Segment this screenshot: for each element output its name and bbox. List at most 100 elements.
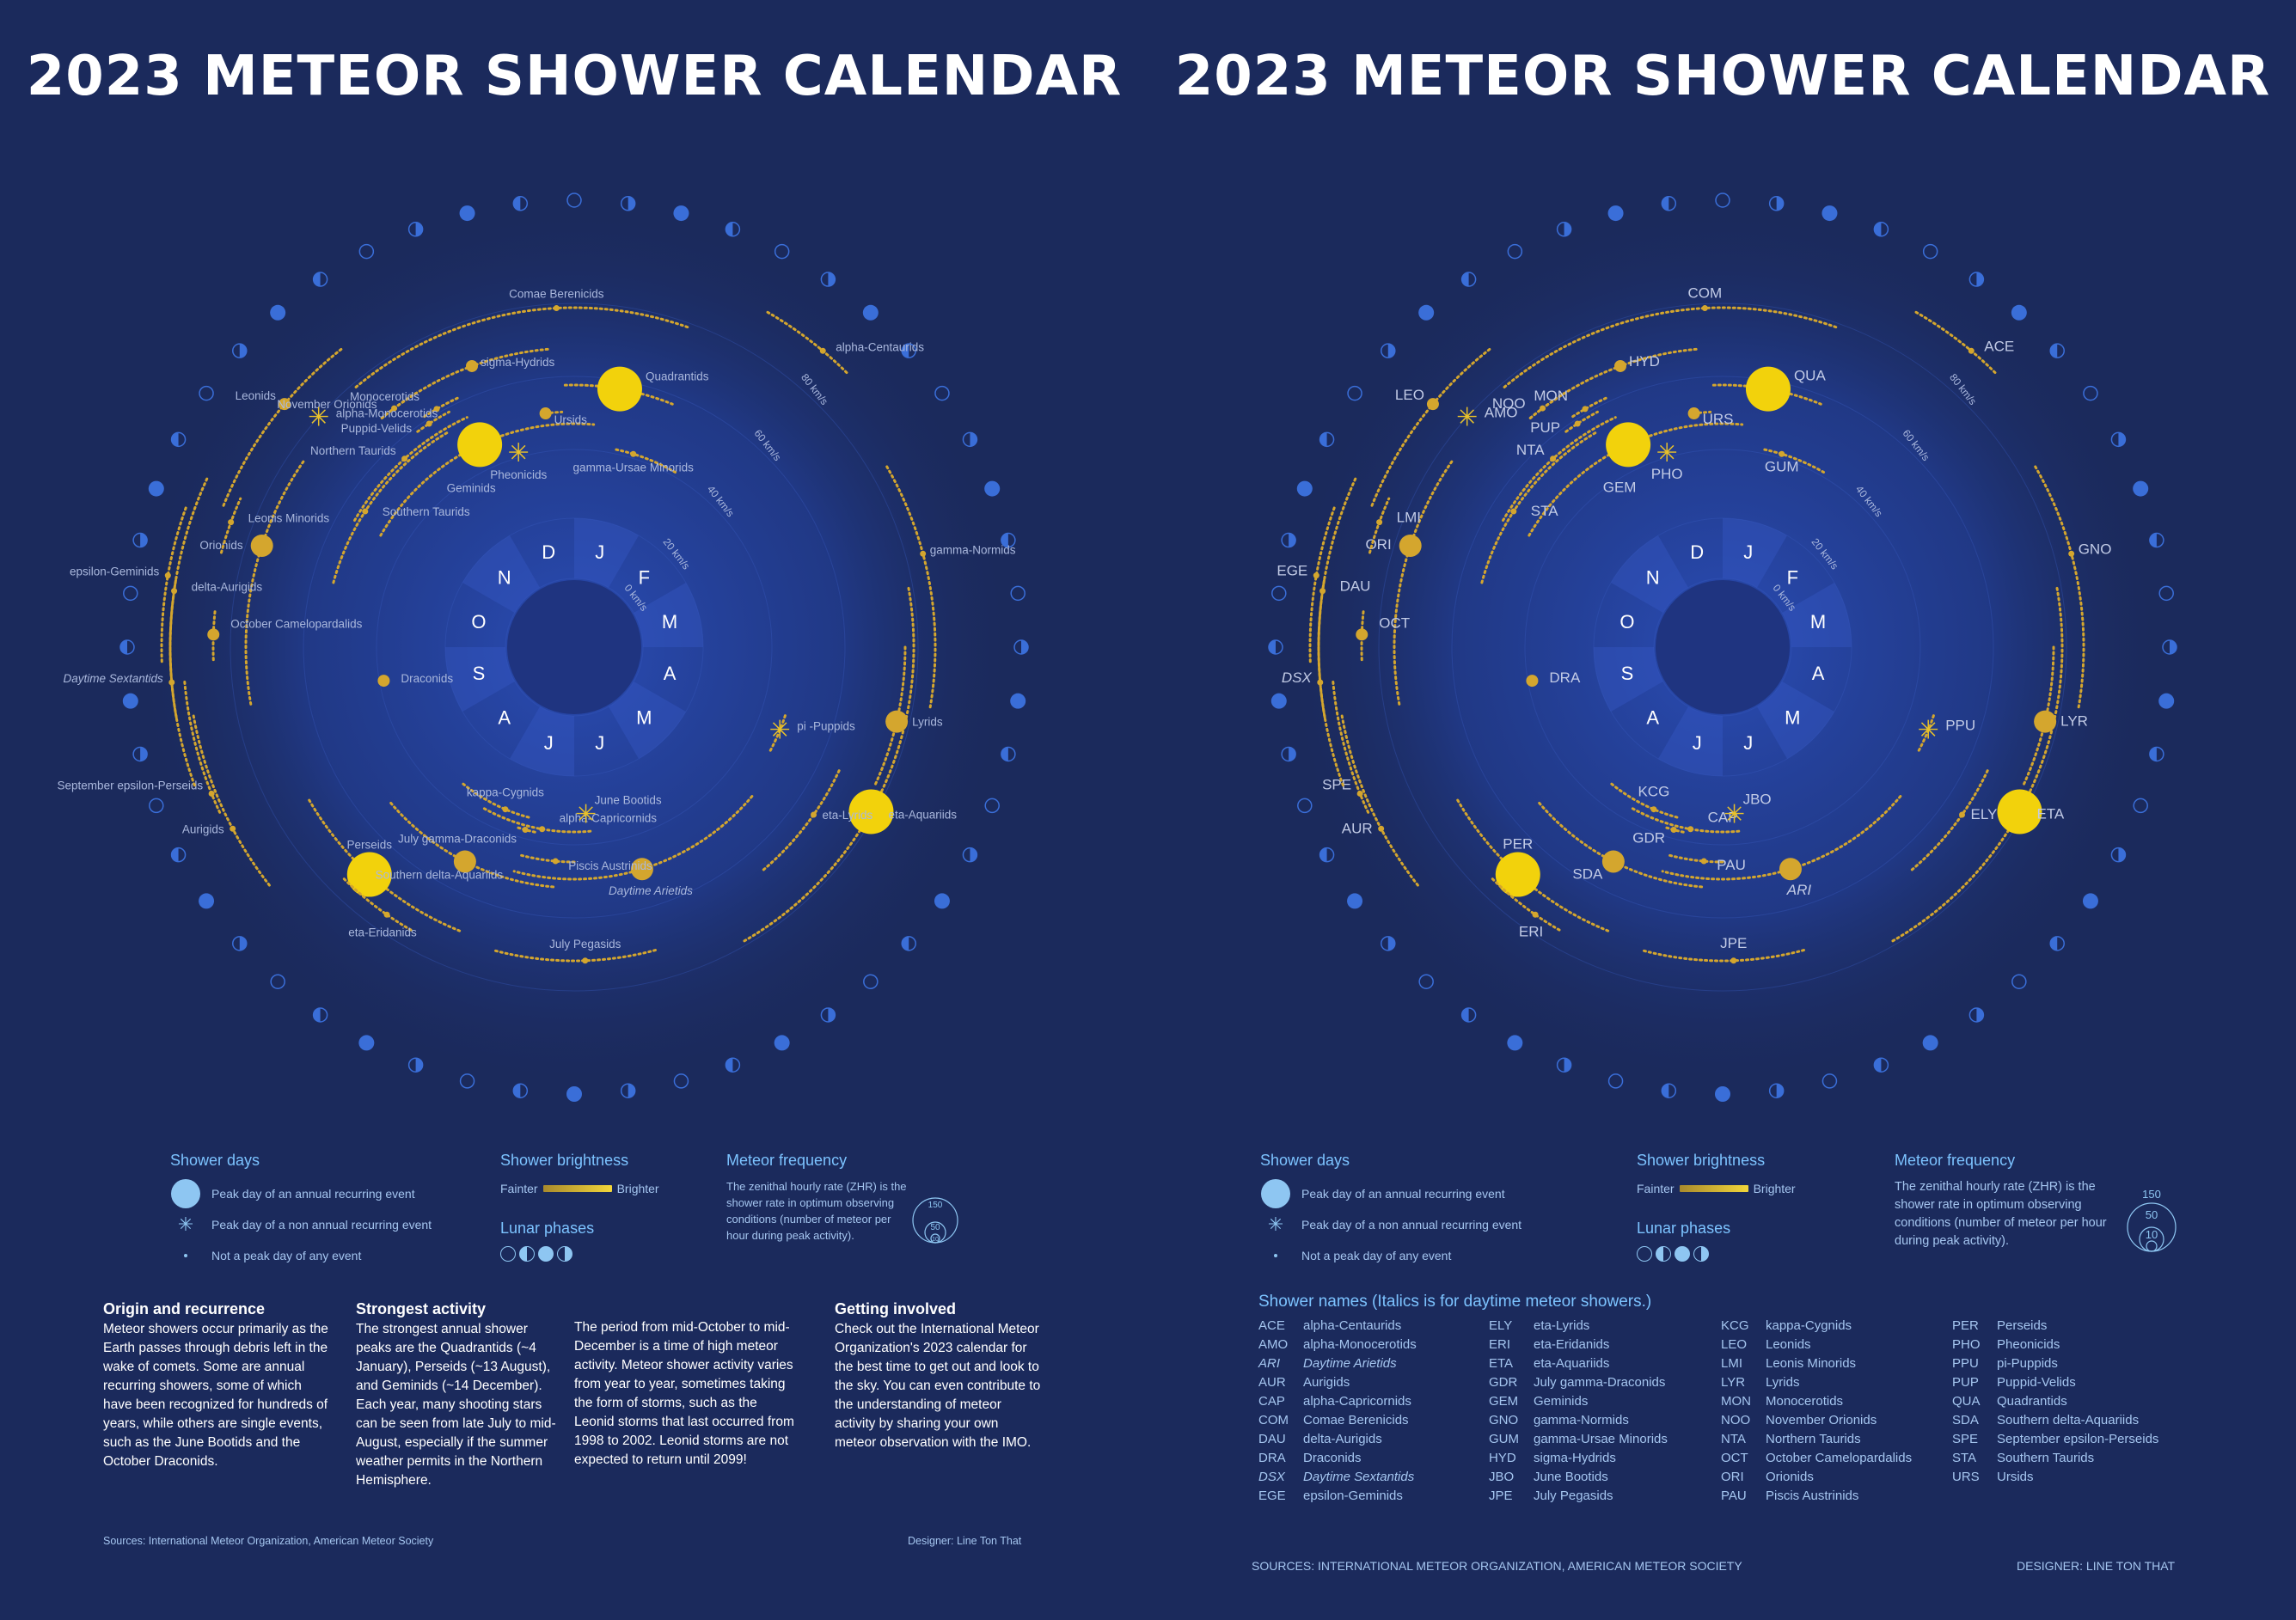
- activity-arc: [423, 396, 460, 419]
- shower-label: COM: [1687, 285, 1722, 302]
- shower-label: September epsilon-Perseids: [58, 779, 204, 792]
- peak-marker: [1495, 852, 1540, 897]
- shower-pho: ✳PHO: [1651, 439, 1683, 482]
- first-quarter-moon-icon: [820, 272, 836, 287]
- peak-marker: [848, 789, 894, 834]
- code-row: JBO June Bootids: [1489, 1468, 1668, 1487]
- activity-arc: [563, 383, 674, 406]
- sources-footer: Sources: International Meteor Organizati…: [103, 1535, 434, 1547]
- code-row: NTA Northern Taurids: [1721, 1430, 1912, 1449]
- code-row: GEM Geminids: [1489, 1392, 1668, 1411]
- shower-pup: Puppid-Velids: [341, 410, 450, 435]
- new-moon-icon: [2158, 585, 2174, 602]
- code-row: PHO Pheonicids: [1952, 1336, 2158, 1354]
- shower-label: Ursids: [554, 413, 588, 426]
- peak-marker: [539, 826, 546, 833]
- month-wedge: [609, 682, 686, 759]
- legend-frequency: Meteor frequency The zenithal hourly rat…: [1895, 1152, 2118, 1250]
- shower-label: June Bootids: [595, 794, 662, 807]
- last-quarter-moon-icon: [1460, 272, 1477, 287]
- code-row: JPE July Pegasids: [1489, 1487, 1668, 1506]
- month-label: O: [471, 611, 486, 633]
- shower-name: sigma-Hydrids: [1534, 1451, 1616, 1465]
- shower-label: Quadrantids: [646, 370, 709, 383]
- shower-ely: eta-Lyrids: [761, 769, 873, 872]
- shower-gdr: July gamma-Draconids: [398, 825, 536, 846]
- new-moon-icon: [1507, 243, 1523, 260]
- shower-label: Leonis Minorids: [248, 512, 330, 525]
- month-label: F: [639, 567, 650, 589]
- code-row: CAP alpha-Capricornids: [1258, 1392, 1417, 1411]
- big-dot-icon: [171, 1179, 200, 1208]
- peak-marker: [1526, 675, 1539, 688]
- month-wedge: [445, 647, 515, 712]
- full-moon-icon: [358, 1035, 375, 1051]
- shower-nta: NTA: [1502, 416, 1617, 522]
- freq-10: 10: [2146, 1228, 2158, 1241]
- frequency-circles: 150 50 10: [912, 1197, 958, 1244]
- shower-aur: Aurigids: [182, 712, 271, 887]
- shower-sta: Southern Taurids: [332, 430, 470, 584]
- shower-name: October Camelopardalids: [1766, 1451, 1913, 1465]
- activity-arc: [1571, 396, 1608, 419]
- full-moon-icon: [1010, 693, 1026, 709]
- shower-label: DRA: [1549, 669, 1581, 686]
- shower-label: Daytime Sextantids: [63, 672, 163, 685]
- last-quarter-moon-icon: [1001, 532, 1016, 548]
- shower-ari: Daytime Arietids: [512, 795, 754, 897]
- peak-marker: [1510, 508, 1517, 515]
- shower-sda: SDA: [1537, 800, 1704, 889]
- month-label: M: [1810, 611, 1826, 633]
- peak-marker: [630, 858, 653, 881]
- shower-dra: DRA: [1526, 669, 1581, 688]
- peak-marker: [1650, 806, 1657, 813]
- shower-name: Leonids: [1766, 1337, 1811, 1352]
- frequency-description: The zenithal hourly rate (ZHR) is the sh…: [726, 1180, 907, 1242]
- month-label: J: [1693, 732, 1702, 754]
- brighter-label: Brighter: [616, 1182, 659, 1195]
- peak-marker: [1687, 826, 1694, 833]
- lunar-phases: [500, 1246, 659, 1262]
- activity-arc: [481, 805, 592, 834]
- new-moon-icon: [2011, 974, 2027, 989]
- full-moon-icon: [1507, 1035, 1523, 1051]
- activity-arc: [1308, 504, 1337, 663]
- full-moon-icon: [984, 480, 1001, 497]
- shower-code: ELY: [1489, 1318, 1513, 1333]
- activity-arc: [1317, 474, 1358, 719]
- activity-arc: [885, 465, 937, 712]
- shower-name: alpha-Monocerotids: [1303, 1337, 1417, 1352]
- shower-lmi: Leonis Minorids: [219, 497, 330, 554]
- shower-name: Lyrids: [1766, 1375, 1800, 1390]
- first-quarter-moon-icon: [820, 1007, 836, 1023]
- involved-section: Getting involved Check out the Internati…: [835, 1299, 1041, 1452]
- new-moon-icon: [566, 193, 582, 208]
- code-row: PUP Puppid-Velids: [1952, 1373, 2158, 1392]
- shower-label: gamma-Normids: [930, 543, 1016, 556]
- shower-name: Geminids: [1534, 1394, 1589, 1409]
- peak-marker: [1959, 811, 1966, 818]
- shower-name: Orionids: [1766, 1470, 1814, 1484]
- shower-aur: AUR: [1340, 712, 1419, 887]
- full-moon-icon: [934, 893, 950, 909]
- full-moon-icon: [122, 693, 138, 709]
- code-row: KCG kappa-Cygnids: [1721, 1317, 1912, 1336]
- activity-arc: [160, 504, 188, 663]
- shower-lyr: LYR: [2021, 645, 2088, 789]
- first-quarter-moon-icon: [1381, 936, 1396, 951]
- new-moon-icon: [1010, 585, 1026, 602]
- shower-eri: eta-Eridanids: [341, 877, 417, 938]
- shower-label: AUR: [1342, 820, 1373, 836]
- speed-ring: [505, 578, 644, 717]
- asterisk-icon: ✳: [1267, 1213, 1284, 1235]
- code-row: URS Ursids: [1952, 1468, 2158, 1487]
- peak-marker: [1701, 305, 1708, 312]
- last-quarter-moon-icon: [901, 343, 916, 358]
- first-quarter-moon-icon: [132, 746, 148, 762]
- shower-label: Comae Berenicids: [509, 288, 604, 301]
- shower-code: PPU: [1952, 1356, 1979, 1371]
- activity-arc: [1711, 383, 1822, 406]
- activity-arc: [2034, 465, 2085, 712]
- full-moon-icon: [199, 893, 215, 909]
- activity-arc: [492, 949, 657, 963]
